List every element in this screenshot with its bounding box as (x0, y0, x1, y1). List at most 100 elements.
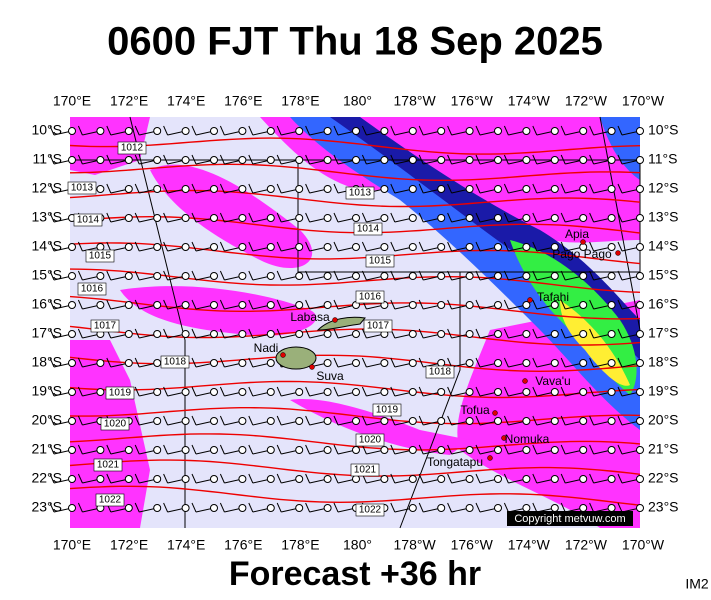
barb-station (124, 330, 133, 338)
barb-flag (134, 241, 140, 252)
barb-station (153, 272, 162, 280)
barb-station (181, 243, 190, 251)
lon-label-bottom: 176°E (224, 537, 262, 553)
barb-station (210, 504, 218, 512)
lat-label-right: 10°S (648, 122, 679, 138)
barb-station (238, 330, 247, 338)
barb-station (181, 475, 190, 483)
barb-flag (106, 125, 112, 136)
barb-flag (447, 299, 453, 310)
barb-flag (49, 241, 55, 252)
barb-station (124, 185, 133, 193)
barb-flag (163, 473, 169, 484)
barb-station (266, 272, 275, 280)
barb-station (408, 272, 417, 280)
barb-flag (77, 502, 83, 513)
barb-flag (447, 212, 453, 223)
barb-flag (333, 299, 339, 310)
barb-station (68, 272, 76, 280)
barb-flag (248, 270, 254, 281)
barb-flag (219, 299, 225, 310)
wind-barbs (49, 125, 644, 513)
barb-flag (77, 386, 83, 397)
barb-station (68, 156, 76, 164)
isobar-label: 1014 (77, 215, 100, 226)
barb-flag (333, 125, 339, 136)
barb-station (210, 475, 218, 483)
barb-flag (333, 328, 339, 339)
barb-flag (248, 473, 254, 484)
barb-station (96, 359, 105, 367)
barb-station (522, 417, 531, 425)
barb-flag (248, 212, 254, 223)
barb-station (380, 388, 389, 396)
barb-flag (305, 473, 311, 484)
lon-label-top: 180° (343, 93, 372, 109)
barb-flag (617, 241, 623, 252)
barb-station (607, 272, 616, 280)
isobar-label: 1018 (429, 367, 452, 378)
isobar (69, 137, 641, 155)
barb-station (437, 330, 446, 338)
barb-station (210, 446, 218, 454)
barb-station (352, 446, 360, 454)
barb-flag (560, 154, 566, 165)
barb-station (522, 214, 531, 222)
isobar-label-box (372, 403, 402, 417)
barb-flag (475, 357, 481, 368)
isobar-label: 1017 (94, 321, 117, 332)
barb-flag (532, 270, 538, 281)
barb-flag (276, 212, 282, 223)
barb-station (465, 301, 474, 309)
barb-station (636, 475, 644, 483)
barb-station (352, 388, 360, 396)
barb-flag (475, 125, 481, 136)
place-name: Apia (565, 227, 589, 241)
barb-flag (219, 270, 225, 281)
barb-flag (475, 183, 481, 194)
barb-flag (106, 270, 112, 281)
barb-station (579, 185, 588, 193)
barb-flag (305, 502, 311, 513)
barb-station (579, 504, 588, 512)
barb-flag (589, 241, 595, 252)
barb-station (465, 243, 474, 251)
barb-station (295, 127, 304, 135)
place-marker (332, 317, 338, 323)
isobar-label: 1021 (97, 460, 120, 471)
barb-flag (560, 357, 566, 368)
barb-station (323, 127, 332, 135)
barb-station (238, 156, 247, 164)
barb-flag (418, 444, 424, 455)
barb-station (210, 388, 218, 396)
barb-flag (532, 386, 538, 397)
barb-flag (191, 386, 197, 397)
place-name: Suva (316, 369, 344, 383)
lon-label-top: 170°W (622, 93, 665, 109)
barb-flag (418, 125, 424, 136)
barb-station (494, 475, 502, 483)
isobar (69, 163, 641, 181)
isobar-label-box (353, 222, 383, 236)
barb-flag (617, 154, 623, 165)
barb-flag (503, 154, 509, 165)
lon-label-top: 178°E (281, 93, 319, 109)
barb-flag (248, 154, 254, 165)
barb-flag (532, 328, 538, 339)
barb-station (238, 185, 247, 193)
barb-station (380, 359, 389, 367)
barb-flag (77, 328, 83, 339)
barb-station (522, 475, 531, 483)
barb-flag (219, 183, 225, 194)
barb-flag (77, 357, 83, 368)
barb-flag (77, 299, 83, 310)
place-name: Tafahi (537, 290, 569, 304)
barb-flag (49, 357, 55, 368)
barb-station (636, 243, 644, 251)
lon-label-top: 176°E (224, 93, 262, 109)
barb-station (181, 388, 190, 396)
barb-station (96, 243, 105, 251)
barb-flag (333, 212, 339, 223)
barb-flag (617, 328, 623, 339)
